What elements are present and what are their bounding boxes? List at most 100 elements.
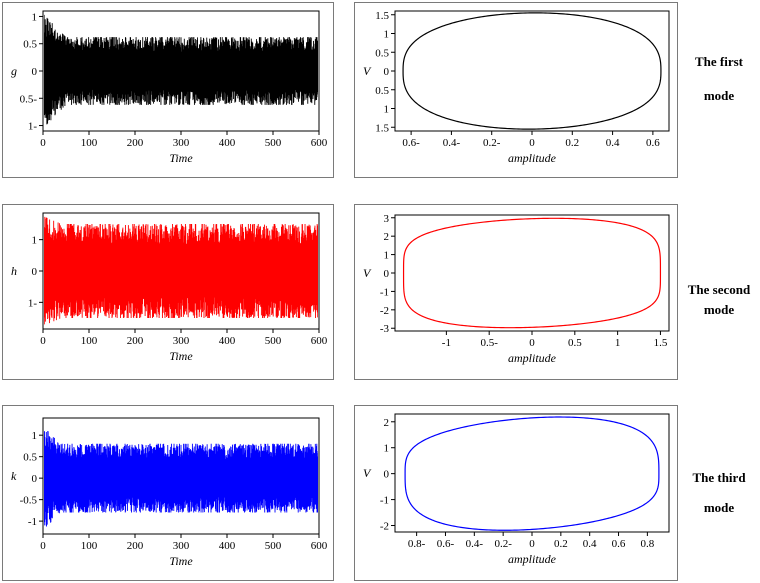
x-tick-label-k-4-2: 200 — [127, 540, 144, 552]
chart-first-phase-portrait: 0.6- 0.4- 0.2- 0 0.2 0.4 0.6 1.5 1 0.5 0 0.5 1 1.5 amp… — [363, 10, 670, 165]
x-tick-label-V-1-4: 0.2 — [565, 137, 579, 149]
chart-panel-first-phase: 0.6- 0.4- 0.2- 0 0.2 0.4 0.6 1.5 1 0.5 0 0.5 1 1.5 amp… — [354, 2, 678, 178]
x-tick-label-V-5-5: 0.2 — [554, 538, 568, 550]
chart-panel-h-time: 0 100 200 300 400 500 600 1 0 1- Time h — [2, 204, 334, 380]
y-axis-label-V-5: V — [363, 466, 372, 480]
x-axis-label-h-2: Time — [169, 349, 193, 363]
chart-panel-k-time: 0 100 200 300 400 500 600 1 0.5 0 -0.5 -1 Time k — [2, 405, 334, 581]
chart-panel-second-phase: -1 0.5- 0 0.5 1 1.5 3 2 1 0 -1 -2 -3 amplitude V — [354, 204, 678, 380]
y-tick-label-V-3-4: -1 — [380, 286, 389, 298]
y-tick-label-V-3-3: 0 — [384, 268, 390, 280]
y-tick-label-k-4-3: -0.5 — [20, 495, 38, 507]
first-mode-label-line1: The first — [694, 54, 744, 69]
y-tick-label-V-5-3: -1 — [380, 495, 389, 507]
y-axis-label-g-0: g — [11, 64, 17, 78]
y-tick-label-g-0-0: 1 — [32, 11, 38, 23]
x-tick-label-V-5-8: 0.8 — [640, 538, 654, 550]
x-tick-label-h-2-1: 100 — [81, 335, 98, 347]
y-tick-label-V-1-4: 0.5 — [375, 85, 389, 97]
x-tick-label-V-3-4: 1 — [615, 337, 621, 349]
x-tick-label-k-4-1: 100 — [81, 540, 98, 552]
x-tick-label-g-0-4: 400 — [219, 137, 236, 149]
series-line-k-4 — [44, 430, 318, 527]
chart-k-time: 0 100 200 300 400 500 600 1 0.5 0 -0.5 -1 Time k — [11, 417, 328, 568]
x-tick-label-V-1-6: 0.6 — [646, 137, 660, 149]
orbit-curve-V-3 — [402, 217, 662, 329]
x-tick-label-V-3-0: -1 — [442, 337, 451, 349]
y-axis-label-k-4: k — [11, 469, 17, 483]
y-tick-label-V-3-2: 1 — [384, 250, 390, 262]
x-tick-label-k-4-5: 500 — [265, 540, 282, 552]
x-tick-label-V-3-3: 0.5 — [568, 337, 582, 349]
x-tick-label-g-0-2: 200 — [127, 137, 144, 149]
second-mode-label-line2: mode — [703, 302, 735, 317]
third-mode-label: The third mode — [673, 470, 760, 516]
chart-g-time: 0 100 200 300 400 500 600 1 0.5 0 0.5- 1- Time g — [11, 10, 328, 165]
x-tick-label-k-4-6: 600 — [311, 540, 328, 552]
x-tick-label-h-2-5: 500 — [265, 335, 282, 347]
x-tick-label-V-3-1: 0.5- — [480, 337, 498, 349]
chart-third-phase-portrait: 0.8- 0.6- 0.4- 0.2- 0 0.2 0.4 0.6 0.8 2 1 0 -1 -2 ampl… — [363, 413, 670, 566]
x-tick-label-V-5-1: 0.6- — [437, 538, 455, 550]
y-tick-label-g-0-3: 0.5- — [20, 93, 38, 105]
second-mode-label-line1: The second — [687, 282, 751, 297]
third-mode-label-line2: mode — [703, 500, 735, 515]
x-tick-label-V-5-2: 0.4- — [466, 538, 484, 550]
y-tick-label-V-1-1: 1 — [384, 29, 390, 41]
y-tick-label-h-2-2: 1- — [28, 297, 38, 309]
y-tick-label-k-4-2: 0 — [32, 473, 38, 485]
x-tick-label-g-0-3: 300 — [173, 137, 190, 149]
y-tick-label-V-1-2: 0.5 — [375, 47, 389, 59]
x-tick-label-g-0-1: 100 — [81, 137, 98, 149]
x-tick-label-V-5-0: 0.8- — [408, 538, 426, 550]
x-tick-label-V-5-3: 0.2- — [494, 538, 512, 550]
x-tick-label-k-4-4: 400 — [219, 540, 236, 552]
y-tick-label-g-0-2: 0 — [32, 66, 38, 78]
x-axis-label-k-4: Time — [169, 554, 193, 568]
x-tick-label-k-4-3: 300 — [173, 540, 190, 552]
x-tick-label-V-1-0: 0.6- — [402, 137, 420, 149]
x-axis-label-V-3: amplitude — [508, 351, 557, 365]
y-tick-label-V-3-0: 3 — [384, 213, 390, 225]
x-tick-label-h-2-6: 600 — [311, 335, 328, 347]
series-line-g-0 — [44, 14, 318, 125]
x-tick-label-h-2-2: 200 — [127, 335, 144, 347]
third-mode-label-line1: The third — [692, 470, 746, 485]
x-tick-label-V-1-2: 0.2- — [483, 137, 501, 149]
y-tick-label-k-4-4: -1 — [28, 516, 37, 528]
y-tick-label-V-1-6: 1.5 — [375, 122, 389, 134]
x-tick-label-V-1-5: 0.4 — [606, 137, 620, 149]
y-tick-label-k-4-1: 0.5 — [23, 452, 37, 464]
y-tick-label-g-0-4: 1- — [28, 121, 38, 133]
chart-h-time: 0 100 200 300 400 500 600 1 0 1- Time h — [11, 212, 328, 363]
first-mode-label-line2: mode — [703, 88, 735, 103]
chart-second-phase-portrait: -1 0.5- 0 0.5 1 1.5 3 2 1 0 -1 -2 -3 amplitude V — [363, 213, 670, 365]
x-tick-label-g-0-5: 500 — [265, 137, 282, 149]
y-tick-label-V-3-6: -3 — [380, 323, 390, 335]
x-tick-label-V-5-4: 0 — [529, 538, 535, 550]
chart-panel-g-time: 0 100 200 300 400 500 600 1 0.5 0 0.5- 1- Time g — [2, 2, 334, 178]
x-tick-label-V-1-3: 0 — [529, 137, 535, 149]
orbit-curve-V-1 — [402, 12, 662, 130]
x-tick-label-V-3-2: 0 — [529, 337, 535, 349]
second-mode-label: The second mode — [673, 282, 760, 318]
y-tick-label-g-0-1: 0.5 — [23, 39, 37, 51]
y-tick-label-V-1-0: 1.5 — [375, 10, 389, 22]
plot-frame-V-3 — [394, 214, 670, 332]
x-axis-label-g-0: Time — [169, 151, 193, 165]
y-tick-label-V-3-1: 2 — [384, 231, 390, 243]
y-tick-label-V-5-2: 0 — [384, 469, 390, 481]
y-tick-label-V-5-1: 1 — [384, 443, 390, 455]
x-tick-label-k-4-0: 0 — [40, 540, 46, 552]
x-tick-label-V-3-5: 1.5 — [654, 337, 668, 349]
orbit-curve-V-5 — [404, 416, 660, 531]
x-tick-label-V-1-1: 0.4- — [443, 137, 461, 149]
x-tick-label-V-5-6: 0.4 — [583, 538, 597, 550]
y-tick-label-h-2-0: 1 — [32, 235, 38, 247]
x-axis-label-V-1: amplitude — [508, 151, 557, 165]
y-tick-label-V-1-5: 1 — [384, 104, 390, 116]
y-tick-label-V-5-4: -2 — [380, 521, 389, 533]
x-tick-label-h-2-4: 400 — [219, 335, 236, 347]
y-tick-label-k-4-0: 1 — [32, 430, 38, 442]
y-axis-label-V-1: V — [363, 64, 372, 78]
